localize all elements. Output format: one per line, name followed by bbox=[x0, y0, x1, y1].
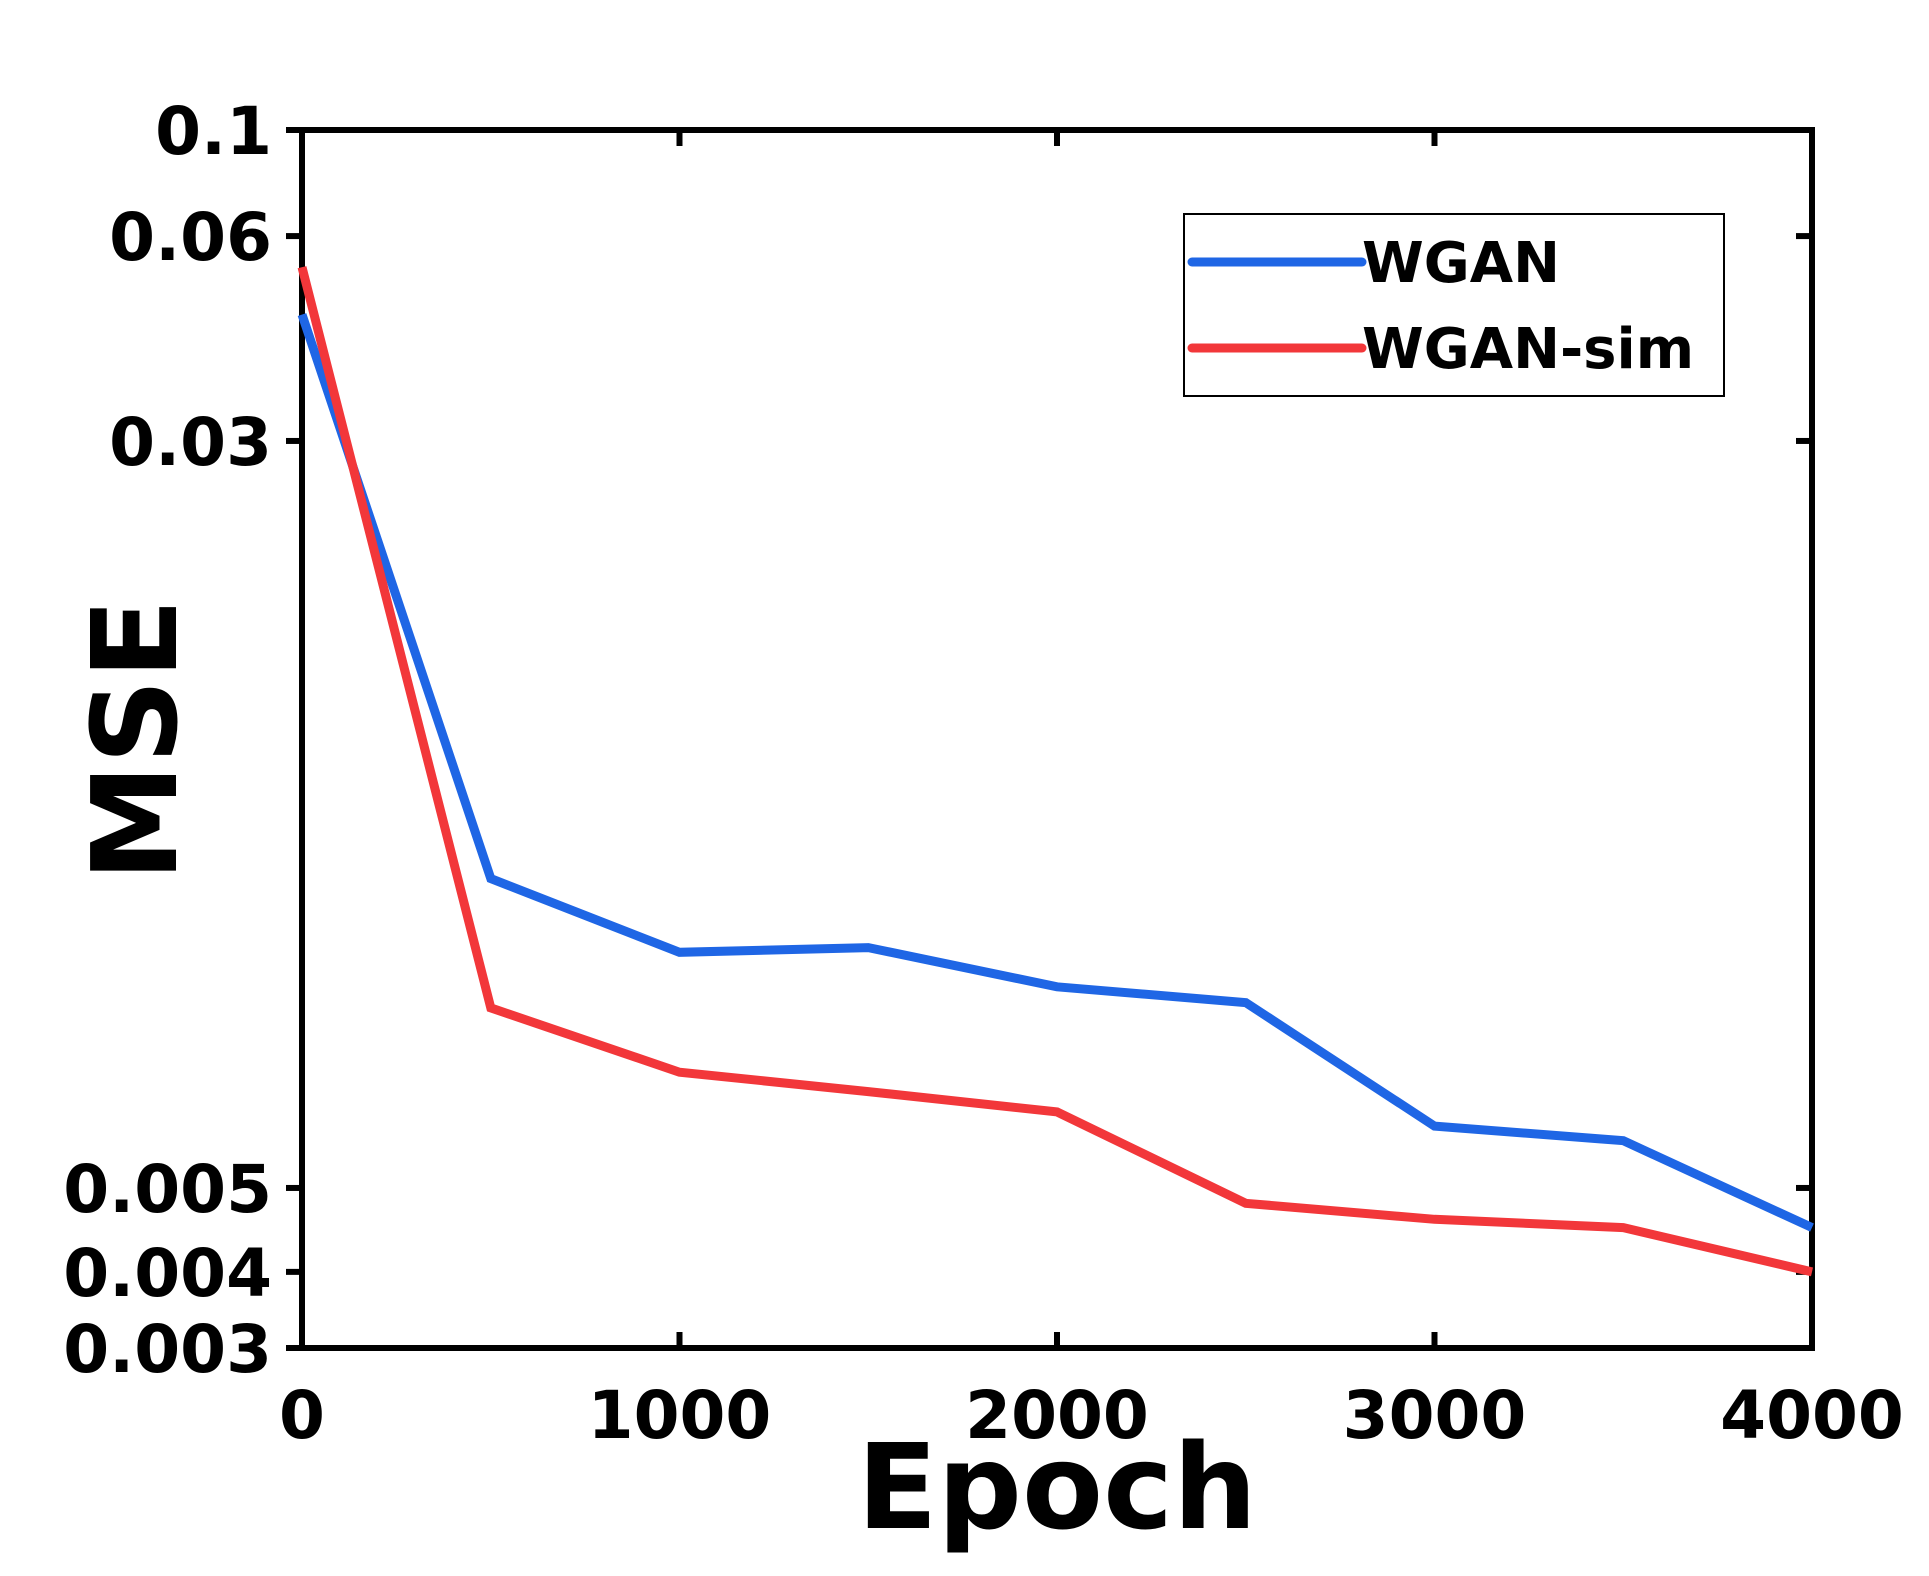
x-axis-title: Epoch bbox=[857, 1418, 1257, 1556]
x-tick-label: 3000 bbox=[1343, 1377, 1527, 1454]
series-line-wgan-sim bbox=[297, 266, 1814, 1277]
y-tick-label: 0.1 bbox=[155, 93, 272, 170]
x-tick-label: 1000 bbox=[588, 1377, 772, 1454]
y-tick-label: 0.003 bbox=[63, 1311, 272, 1388]
series-line-wgan bbox=[297, 313, 1814, 1232]
y-tick-label: 0.005 bbox=[63, 1151, 272, 1228]
tick-marks bbox=[286, 127, 1815, 1351]
x-tick-label: 4000 bbox=[1720, 1377, 1904, 1454]
series-lines bbox=[297, 266, 1814, 1277]
x-tick-label: 2000 bbox=[965, 1377, 1149, 1454]
x-tick-label: 0 bbox=[279, 1377, 325, 1454]
y-tick-label: 0.004 bbox=[63, 1235, 272, 1312]
y-tick-label: 0.06 bbox=[109, 199, 272, 276]
y-tick-label: 0.03 bbox=[109, 404, 272, 481]
y-axis-title: MSE bbox=[66, 598, 204, 881]
legend: WGAN WGAN-sim bbox=[1183, 213, 1725, 397]
legend-label-wgan: WGAN bbox=[1362, 231, 1560, 296]
legend-box bbox=[1183, 213, 1725, 397]
legend-label-wgan-sim: WGAN-sim bbox=[1362, 317, 1694, 382]
